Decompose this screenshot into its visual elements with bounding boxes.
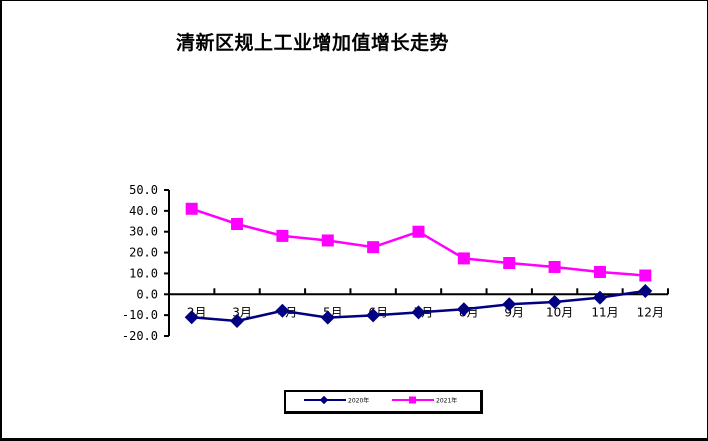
series-lines: [184, 202, 653, 328]
square-marker-icon: [639, 269, 652, 282]
y-tick-label: 0.0: [136, 287, 158, 301]
diamond-marker-icon: [184, 310, 199, 325]
y-tick-label: -10.0: [122, 308, 158, 322]
y-axis-ticks: 50.0 40.0 30.0 20.0 10.0 0.0 -10.0 -20.0: [122, 183, 169, 343]
diamond-marker-icon: [319, 395, 329, 405]
diamond-marker-icon: [502, 297, 517, 312]
y-tick-label: 50.0: [129, 183, 158, 197]
x-axis-ticks: 2月3月4月5月6月7月8月9月10月11月12月: [187, 288, 669, 319]
legend-item-2020: 2020年: [304, 395, 369, 405]
legend-label-2021: 2021年: [436, 397, 457, 405]
x-tick-label: 10月: [546, 305, 573, 319]
square-marker-icon: [593, 265, 606, 278]
square-marker-icon: [276, 229, 289, 242]
y-tick-label: 40.0: [129, 204, 158, 218]
diamond-marker-icon: [547, 295, 562, 310]
x-tick-label: 12月: [637, 305, 664, 319]
square-marker-icon: [231, 217, 244, 230]
chart-title: 清新区规上工业增加值增长走势: [176, 32, 450, 54]
legend: 2020年 2021年: [284, 390, 483, 414]
square-marker-icon: [412, 225, 425, 238]
square-marker-icon: [548, 260, 561, 273]
diamond-marker-icon: [320, 310, 335, 325]
legend-item-2021: 2021年: [392, 396, 457, 405]
legend-label-2020: 2020年: [348, 397, 369, 405]
square-marker-icon: [367, 241, 380, 254]
square-marker-icon: [457, 252, 470, 265]
diamond-marker-icon: [275, 303, 290, 318]
series-line-2021年: [191, 207, 646, 277]
y-tick-label: -20.0: [122, 329, 158, 343]
diamond-marker-icon: [638, 283, 653, 298]
diamond-marker-icon: [230, 313, 245, 328]
diamond-marker-icon: [592, 290, 607, 305]
y-tick-label: 30.0: [129, 225, 158, 239]
y-tick-label: 20.0: [129, 246, 158, 260]
square-marker-icon: [321, 234, 334, 247]
diamond-marker-icon: [366, 308, 381, 323]
diamond-marker-icon: [411, 305, 426, 320]
axes: [168, 190, 668, 336]
y-tick-label: 10.0: [129, 266, 158, 280]
square-marker-icon: [185, 202, 198, 215]
square-marker-icon: [503, 257, 516, 269]
square-marker-icon: [409, 396, 416, 404]
diamond-marker-icon: [456, 302, 471, 317]
x-tick-label: 11月: [591, 305, 618, 319]
